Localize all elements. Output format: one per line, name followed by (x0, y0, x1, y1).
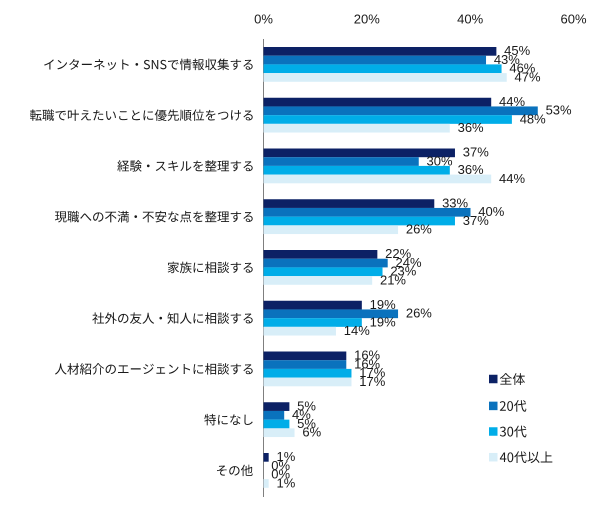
svg-text:16%: 16% (354, 348, 380, 363)
svg-text:33%: 33% (442, 195, 468, 210)
svg-text:40%: 40% (457, 12, 483, 27)
svg-text:44%: 44% (499, 94, 525, 109)
svg-text:24%: 24% (396, 255, 422, 270)
svg-text:20%: 20% (354, 12, 380, 27)
svg-text:0%: 0% (254, 12, 273, 27)
svg-text:45%: 45% (504, 43, 530, 58)
svg-text:48%: 48% (520, 111, 546, 126)
svg-text:44%: 44% (499, 171, 525, 186)
svg-text:46%: 46% (509, 61, 535, 76)
svg-text:17%: 17% (359, 374, 385, 389)
svg-text:37%: 37% (463, 213, 489, 228)
svg-text:43%: 43% (494, 52, 520, 67)
svg-text:0%: 0% (271, 467, 290, 482)
svg-text:23%: 23% (390, 264, 416, 279)
svg-text:37%: 37% (463, 145, 489, 160)
svg-text:14%: 14% (344, 323, 370, 338)
svg-text:47%: 47% (515, 69, 541, 84)
svg-text:0%: 0% (271, 458, 290, 473)
svg-text:53%: 53% (546, 103, 572, 118)
svg-text:36%: 36% (458, 120, 484, 135)
svg-text:4%: 4% (292, 407, 311, 422)
svg-text:22%: 22% (385, 246, 411, 261)
svg-text:40%: 40% (478, 204, 504, 219)
svg-text:17%: 17% (359, 365, 385, 380)
svg-text:5%: 5% (297, 398, 316, 413)
svg-text:19%: 19% (370, 297, 396, 312)
svg-text:36%: 36% (458, 162, 484, 177)
svg-text:1%: 1% (276, 475, 295, 490)
svg-text:19%: 19% (370, 314, 396, 329)
svg-text:21%: 21% (380, 272, 406, 287)
svg-text:16%: 16% (354, 356, 380, 371)
svg-text:6%: 6% (302, 425, 321, 440)
svg-text:60%: 60% (560, 12, 586, 27)
svg-text:5%: 5% (297, 416, 316, 431)
svg-text:30%: 30% (427, 153, 453, 168)
svg-text:26%: 26% (406, 306, 432, 321)
svg-text:1%: 1% (276, 449, 295, 464)
svg-text:26%: 26% (406, 222, 432, 237)
